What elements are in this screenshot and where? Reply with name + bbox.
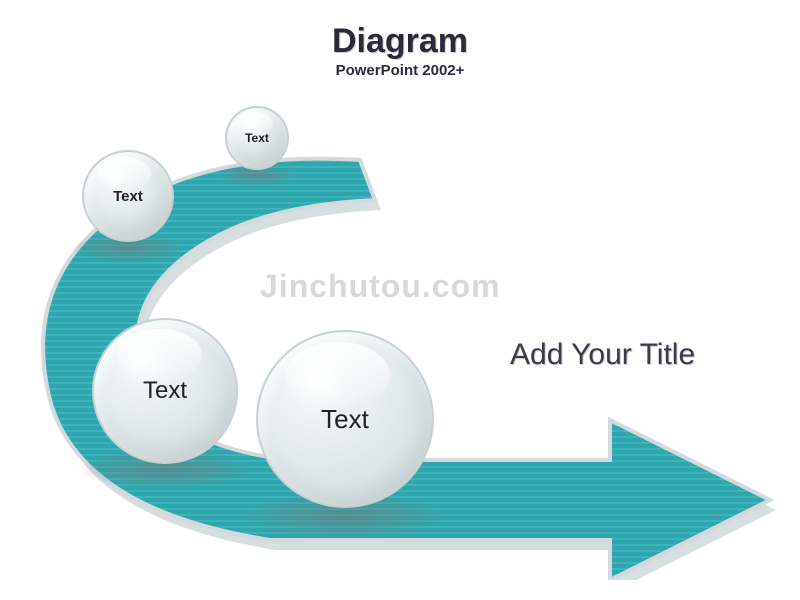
sphere-node: Text [256, 330, 434, 508]
sphere-label: Text [113, 188, 143, 205]
sphere-label: Text [245, 131, 269, 145]
sphere-node: Text [92, 318, 238, 464]
sphere-label: Text [321, 404, 369, 435]
page-subtitle: PowerPoint 2002+ [336, 62, 465, 79]
sphere-node: Text [225, 106, 289, 170]
sphere-label: Text [143, 377, 187, 405]
sphere-node: Text [82, 150, 174, 242]
watermark-text: Jinchutou.com [260, 268, 501, 305]
add-your-title-text: Add Your Title [510, 338, 695, 372]
page-title: Diagram [332, 22, 468, 61]
